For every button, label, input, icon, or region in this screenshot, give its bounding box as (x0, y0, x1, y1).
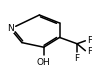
Text: F: F (75, 54, 80, 63)
Text: F: F (87, 47, 92, 56)
Text: OH: OH (37, 58, 51, 67)
Text: N: N (7, 24, 14, 33)
Text: F: F (87, 36, 92, 45)
